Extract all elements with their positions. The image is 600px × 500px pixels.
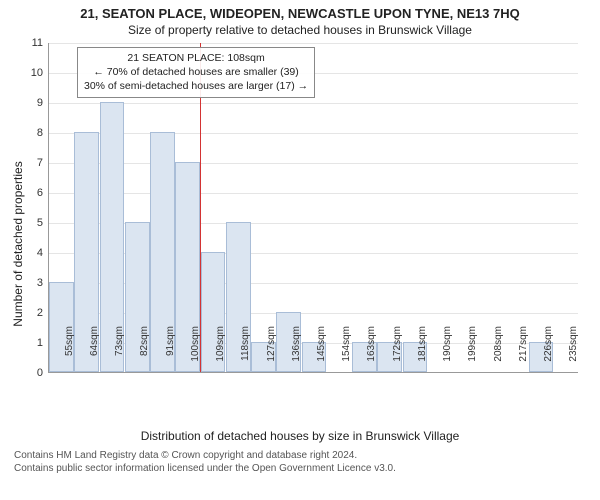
x-tick-label: 154sqm <box>341 326 352 376</box>
x-tick-label: 64sqm <box>89 326 100 376</box>
y-tick-label: 1 <box>37 337 49 349</box>
gridline <box>49 133 578 134</box>
y-axis-label-wrap: Number of detached properties <box>10 79 26 409</box>
chart-plot-area: 0123456789101155sqm64sqm73sqm82sqm91sqm1… <box>48 43 578 373</box>
x-tick-label: 127sqm <box>266 326 277 376</box>
y-tick-label: 7 <box>37 157 49 169</box>
annotation-box: 21 SEATON PLACE: 108sqm← 70% of detached… <box>77 47 315 98</box>
y-axis-label: Number of detached properties <box>11 161 25 326</box>
y-tick-label: 3 <box>37 277 49 289</box>
x-tick-label: 172sqm <box>392 326 403 376</box>
annotation-line-3: 30% of semi-detached houses are larger (… <box>84 79 308 93</box>
y-tick-label: 8 <box>37 127 49 139</box>
x-tick-label: 109sqm <box>215 326 226 376</box>
y-tick-label: 6 <box>37 187 49 199</box>
x-tick-label: 136sqm <box>291 326 302 376</box>
x-tick-label: 163sqm <box>366 326 377 376</box>
footer-line-2: Contains public sector information licen… <box>14 462 590 475</box>
x-tick-label: 91sqm <box>165 326 176 376</box>
x-tick-label: 73sqm <box>114 326 125 376</box>
x-tick-label: 199sqm <box>467 326 478 376</box>
x-tick-label: 181sqm <box>417 326 428 376</box>
x-tick-label: 82sqm <box>139 326 150 376</box>
footer-attribution: Contains HM Land Registry data © Crown c… <box>0 443 600 475</box>
x-tick-label: 55sqm <box>64 326 75 376</box>
annotation-line-1: 21 SEATON PLACE: 108sqm <box>84 51 308 65</box>
chart-title-sub: Size of property relative to detached ho… <box>0 21 600 37</box>
x-tick-label: 235sqm <box>568 326 579 376</box>
gridline <box>49 103 578 104</box>
y-tick-label: 11 <box>32 37 49 49</box>
x-tick-label: 217sqm <box>518 326 529 376</box>
annotation-line-2: ← 70% of detached houses are smaller (39… <box>84 65 308 79</box>
gridline <box>49 163 578 164</box>
gridline <box>49 193 578 194</box>
x-tick-label: 100sqm <box>190 326 201 376</box>
y-tick-label: 0 <box>37 367 49 379</box>
footer-line-1: Contains HM Land Registry data © Crown c… <box>14 449 590 462</box>
x-tick-label: 145sqm <box>316 326 327 376</box>
gridline <box>49 43 578 44</box>
y-tick-label: 9 <box>37 97 49 109</box>
chart-title-main: 21, SEATON PLACE, WIDEOPEN, NEWCASTLE UP… <box>0 0 600 21</box>
y-tick-label: 2 <box>37 307 49 319</box>
y-tick-label: 4 <box>37 247 49 259</box>
x-tick-label: 118sqm <box>240 326 251 376</box>
x-tick-label: 226sqm <box>543 326 554 376</box>
x-tick-label: 208sqm <box>493 326 504 376</box>
x-tick-label: 190sqm <box>442 326 453 376</box>
y-tick-label: 5 <box>37 217 49 229</box>
x-axis-label: Distribution of detached houses by size … <box>0 429 600 443</box>
y-tick-label: 10 <box>31 67 49 79</box>
